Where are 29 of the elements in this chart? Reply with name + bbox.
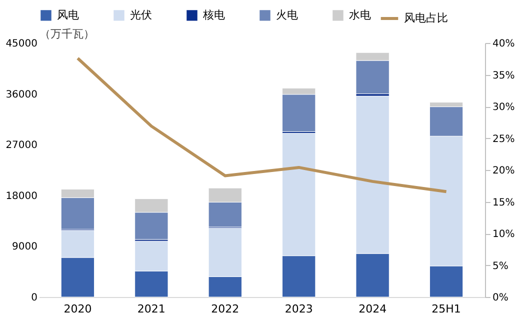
y-tick-label: 0 <box>31 292 38 304</box>
y-tick-label: 45000 <box>6 38 38 50</box>
legend-label: 火电 <box>276 8 298 22</box>
x-tick-label: 2023 <box>284 302 313 316</box>
y2-tick-label: 30% <box>492 102 515 113</box>
x-tick-label: 2024 <box>358 302 387 316</box>
legend-label: 风电 <box>57 8 79 22</box>
x-tick-label: 2022 <box>211 302 240 316</box>
y2-tick-label: 0% <box>492 292 508 304</box>
legend-label: 水电 <box>349 8 371 22</box>
y-tick-label: 27000 <box>6 140 38 152</box>
legend-label: 光伏 <box>130 8 152 22</box>
y2-tick-label: 10% <box>492 229 515 240</box>
y2-tick-label: 15% <box>492 197 515 208</box>
legend-label: 风电占比 <box>404 12 448 24</box>
y2-tick-label: 5% <box>492 260 508 272</box>
y-tick-label: 9000 <box>12 242 38 253</box>
x-tick-label: 2020 <box>64 302 92 316</box>
y2-tick-label: 40% <box>492 38 515 50</box>
x-tick-label: 25H1 <box>432 302 461 316</box>
y-tick-label: 18000 <box>6 190 38 202</box>
x-tick-label: 2021 <box>137 302 166 316</box>
y-tick-label: 36000 <box>6 89 38 100</box>
y-axis-title: （万千瓦） <box>40 28 94 40</box>
y2-tick-label: 35% <box>492 70 515 82</box>
y2-tick-label: 25% <box>492 134 515 145</box>
line-series <box>76 56 448 194</box>
legend-label: 核电 <box>202 8 225 22</box>
y2-tick-label: 20% <box>492 166 515 176</box>
